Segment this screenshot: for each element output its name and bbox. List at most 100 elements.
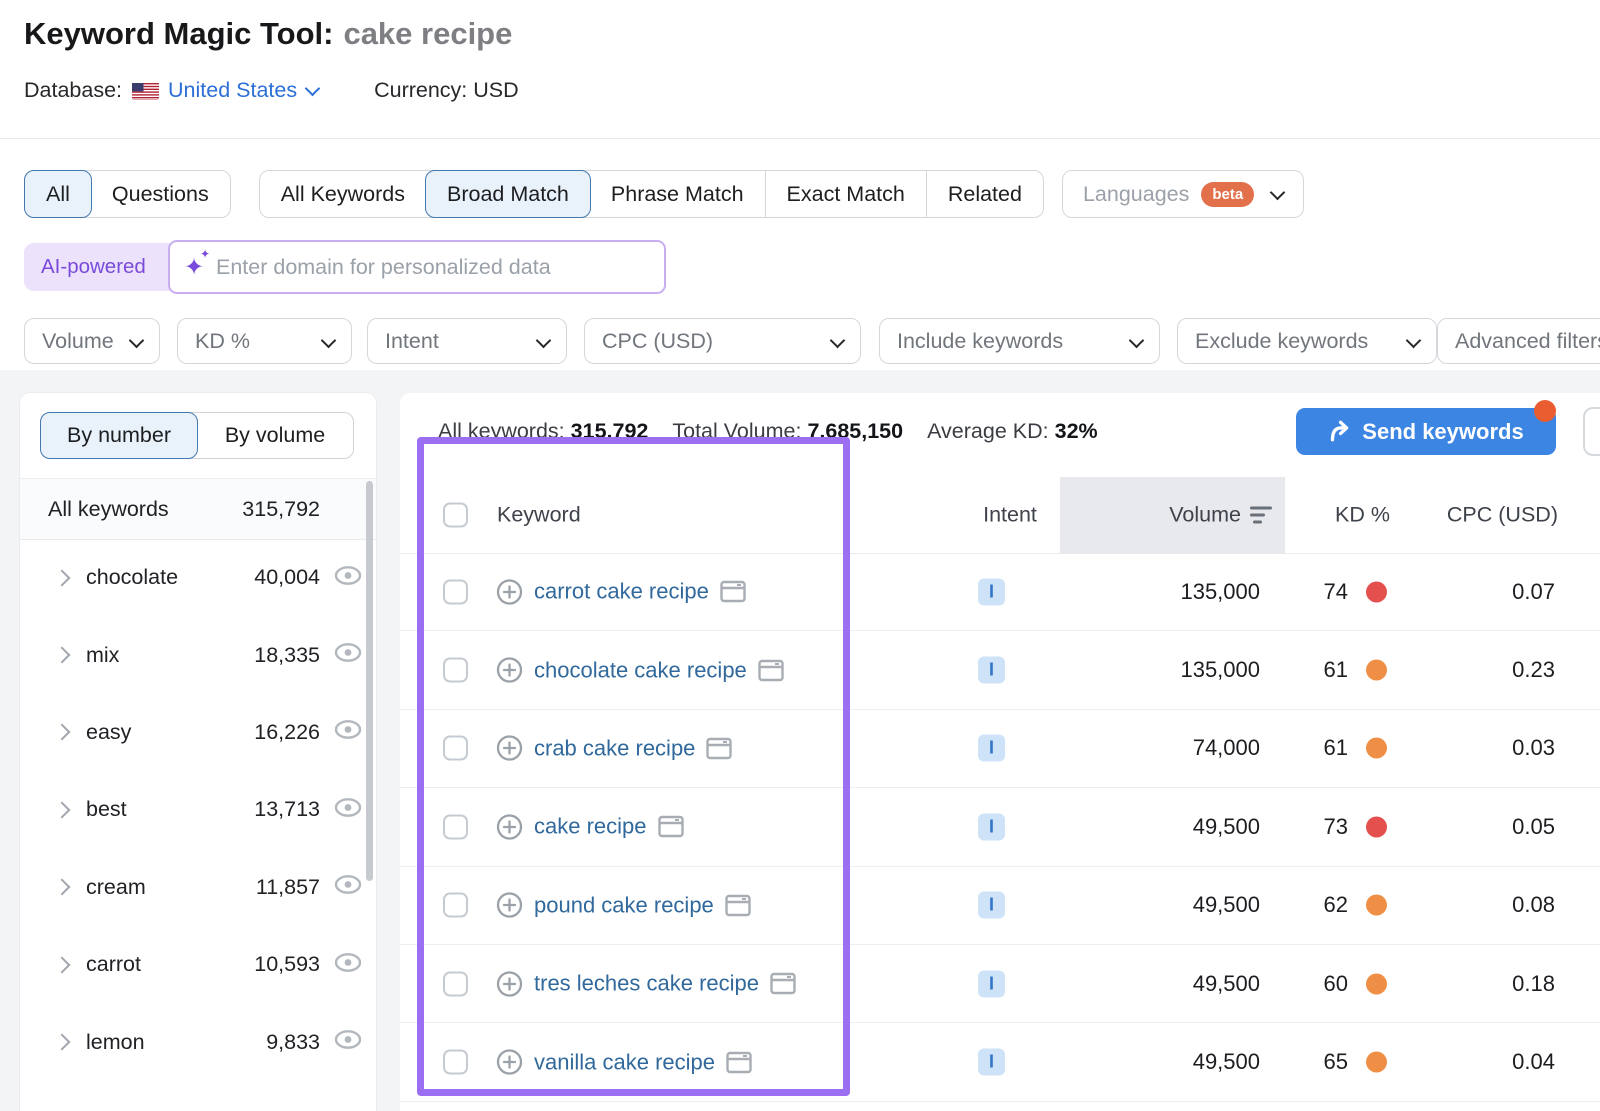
add-to-list-icon[interactable] [496, 735, 523, 762]
sidebar-scrollbar[interactable] [366, 481, 373, 881]
add-to-list-icon[interactable] [496, 970, 523, 997]
match-tab[interactable]: Phrase Match [610, 182, 744, 206]
row-checkbox[interactable] [443, 814, 468, 840]
question-tab-group: All Questions [24, 170, 231, 218]
add-to-list-icon[interactable] [496, 1049, 523, 1076]
keyword-cell: cake recipe [496, 813, 684, 840]
serp-preview-icon[interactable] [706, 737, 733, 760]
keyword-group-item[interactable]: cream 11,857 [20, 849, 376, 926]
domain-input[interactable] [214, 253, 664, 281]
intent-badge[interactable]: I [978, 734, 1005, 762]
row-checkbox[interactable] [443, 735, 468, 761]
cpc-value: 0.23 [1512, 657, 1555, 683]
row-checkbox[interactable] [443, 657, 468, 683]
keyword-group-item[interactable]: best 13,713 [20, 771, 376, 848]
row-checkbox[interactable] [443, 579, 468, 605]
filter-button[interactable]: CPC (USD) [584, 318, 861, 364]
serp-preview-icon[interactable] [758, 659, 784, 681]
select-all-checkbox[interactable] [443, 502, 468, 528]
keyword-link[interactable]: tres leches cake recipe [534, 970, 759, 996]
domain-input-box[interactable]: ✦ ✦ [168, 240, 666, 294]
keyword-group-item[interactable]: lemon 9,833 [20, 1003, 376, 1080]
eye-icon[interactable] [334, 643, 362, 668]
match-tab[interactable]: Related [925, 171, 1043, 217]
chevron-down-icon[interactable] [304, 80, 321, 97]
chevron-right-icon[interactable] [53, 723, 71, 741]
filter-button[interactable]: Intent [367, 318, 567, 364]
match-tab[interactable]: Questions [111, 182, 209, 206]
serp-preview-icon[interactable] [726, 1051, 752, 1073]
filter-button[interactable]: Exclude keywords [1177, 318, 1437, 364]
eye-icon[interactable] [334, 875, 362, 900]
eye-icon[interactable] [334, 1030, 362, 1055]
match-tab[interactable]: All Keywords [280, 182, 405, 206]
eye-icon[interactable] [334, 952, 362, 977]
sort-toggle-option[interactable]: By number [40, 412, 198, 459]
group-count: 11,857 [255, 874, 320, 899]
intent-badge[interactable]: I [978, 813, 1005, 841]
all-keywords-group-header[interactable]: All keywords 315,792 [20, 478, 376, 540]
sort-toggle-option[interactable]: By volume [224, 423, 326, 447]
keyword-group-item[interactable]: carrot 10,593 [20, 926, 376, 1003]
chevron-right-icon[interactable] [53, 569, 71, 587]
chevron-right-icon[interactable] [53, 878, 71, 896]
partial-export-button[interactable] [1583, 407, 1600, 456]
intent-badge[interactable]: I [978, 1048, 1005, 1076]
serp-preview-icon[interactable] [657, 816, 684, 838]
match-tab[interactable]: Broad Match [424, 170, 591, 218]
filter-button[interactable]: Volume [24, 318, 160, 364]
keyword-group-item[interactable]: mix 18,335 [20, 616, 376, 693]
chevron-right-icon[interactable] [53, 1033, 71, 1051]
column-header-cpc[interactable]: CPC (USD) [1446, 502, 1558, 527]
chevron-right-icon[interactable] [53, 801, 71, 819]
eye-icon[interactable] [334, 565, 362, 590]
filter-button[interactable]: Advanced filters [1437, 318, 1600, 364]
column-header-intent[interactable]: Intent [983, 502, 1037, 527]
keyword-group-item[interactable]: easy 16,226 [20, 694, 376, 771]
row-checkbox[interactable] [443, 892, 468, 918]
keyword-link[interactable]: vanilla cake recipe [534, 1049, 715, 1075]
intent-badge[interactable]: I [978, 891, 1005, 919]
add-to-list-icon[interactable] [496, 578, 523, 605]
serp-preview-icon[interactable] [720, 580, 746, 603]
intent-badge[interactable]: I [978, 656, 1005, 684]
column-header-volume[interactable]: Volume [1169, 503, 1272, 528]
column-header-keyword[interactable]: Keyword [497, 502, 581, 527]
keyword-group-item[interactable]: chocolate 40,004 [20, 539, 376, 616]
serp-preview-icon[interactable] [770, 972, 796, 995]
intent-badge[interactable]: I [978, 578, 1005, 606]
keyword-cell: tres leches cake recipe [496, 970, 796, 997]
chevron-right-icon[interactable] [53, 646, 71, 664]
languages-dropdown[interactable]: Languages beta [1061, 170, 1305, 218]
volume-value: 49,500 [1192, 970, 1260, 996]
row-checkbox[interactable] [443, 1049, 468, 1075]
keyword-link[interactable]: carrot cake recipe [534, 578, 709, 604]
keyword-link[interactable]: cake recipe [534, 813, 647, 839]
filter-button[interactable]: Include keywords [879, 318, 1160, 364]
match-type-tab-group: All Keywords Broad Match Phrase Match Exact… [258, 170, 1044, 218]
filter-button[interactable]: KD % [177, 318, 352, 364]
match-tab[interactable]: All [24, 170, 92, 218]
volume-column-highlight [1060, 477, 1285, 553]
keyword-link[interactable]: chocolate cake recipe [534, 657, 747, 683]
eye-icon[interactable] [334, 720, 362, 745]
chevron-right-icon[interactable] [53, 956, 71, 974]
keyword-link[interactable]: crab cake recipe [534, 735, 696, 761]
database-select[interactable]: United States [168, 78, 298, 102]
keyword-cell: chocolate cake recipe [496, 657, 784, 684]
keyword-link[interactable]: pound cake recipe [534, 892, 714, 918]
match-tab[interactable]: Exact Match [764, 171, 926, 217]
row-checkbox[interactable] [443, 971, 468, 997]
intent-badge[interactable]: I [978, 970, 1005, 998]
keyword-group-list: chocolate 40,004 mix 18,335 [20, 539, 376, 1111]
group-count: 16,226 [254, 719, 320, 744]
send-keywords-button[interactable]: Send keywords [1296, 408, 1556, 455]
add-to-list-icon[interactable] [496, 892, 523, 919]
volume-value: 74,000 [1192, 735, 1260, 761]
serp-preview-icon[interactable] [725, 894, 751, 916]
column-header-kd[interactable]: KD % [1335, 502, 1390, 527]
add-to-list-icon[interactable] [496, 813, 523, 840]
add-to-list-icon[interactable] [496, 657, 523, 684]
eye-icon[interactable] [334, 797, 362, 822]
table-row: pound cake recipe I 49,500 62 0.08 [400, 867, 1600, 945]
